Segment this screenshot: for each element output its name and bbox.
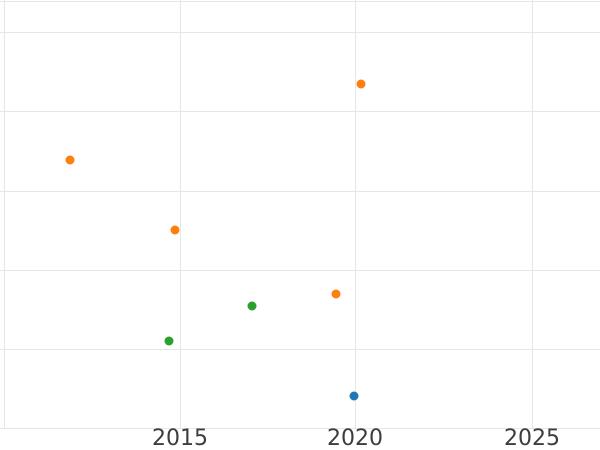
gridline-vertical: [4, 0, 5, 428]
gridline-vertical: [532, 0, 533, 428]
gridline-horizontal: [0, 270, 600, 271]
gridline-horizontal: [0, 191, 600, 192]
scatter-point-orange-series: [65, 155, 75, 165]
scatter-point-green-series: [247, 301, 257, 311]
gridline-horizontal: [0, 32, 600, 33]
scatter-point-green-series: [164, 336, 174, 346]
scatter-point-orange-series: [331, 289, 341, 299]
gridline-horizontal: [0, 428, 600, 429]
x-tick-label: 2025: [504, 426, 560, 450]
gridline-horizontal: [0, 349, 600, 350]
gridline-vertical: [355, 0, 356, 428]
x-tick-label: 2015: [152, 426, 208, 450]
gridline-vertical: [180, 0, 181, 428]
gridline-horizontal: [0, 111, 600, 112]
scatter-point-blue-series: [349, 391, 359, 401]
gridline-horizontal: [0, 1, 600, 2]
x-tick-label: 2020: [327, 426, 383, 450]
scatter-point-orange-series: [170, 225, 180, 235]
scatter-point-orange-series: [356, 79, 366, 89]
